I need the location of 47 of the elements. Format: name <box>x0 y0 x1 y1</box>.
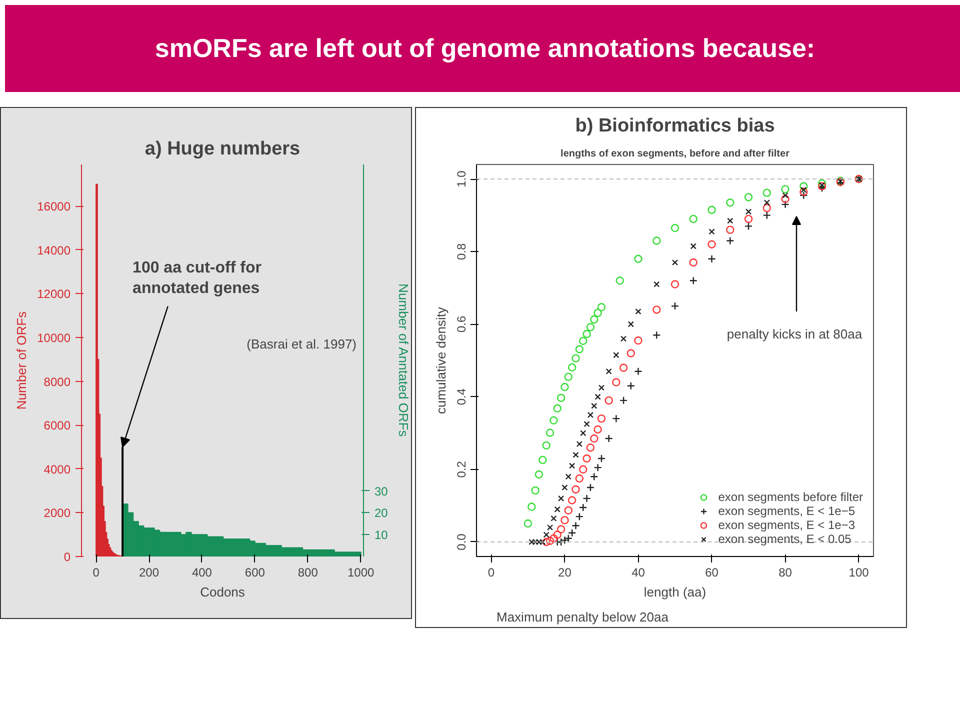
y-tick-label: 1.0 <box>454 170 468 188</box>
y2-tick-label: 30 <box>374 484 388 498</box>
y-axis-title: cumulative density <box>434 306 448 414</box>
y-axis-title: Number of ORFs <box>14 310 30 410</box>
chart-title: a) Huge numbers <box>144 138 300 160</box>
y2-axis-title: Number of Anntated ORFs <box>396 284 411 438</box>
text: smORFs are left out of genome annotations because: <box>154 32 816 65</box>
y-tick-label: 6000 <box>44 418 71 433</box>
y-tick-label: 0.0 <box>454 533 468 550</box>
y2-tick-label: 10 <box>374 528 388 542</box>
legend-label: exon segments, E < 1e−5 <box>718 504 856 518</box>
y-tick-label: 12000 <box>37 287 71 302</box>
annotation: 100 aa cut-off for annotated genes <box>132 260 262 298</box>
x-tick-label: 40 <box>632 566 646 580</box>
y-tick-label: 14000 <box>37 243 71 258</box>
y-tick-label: 2000 <box>44 506 71 520</box>
x-tick-label: 1000 <box>348 566 375 580</box>
x-tick-label: 600 <box>244 566 266 580</box>
legend-label: exon segments, E < 0.05 <box>718 532 852 546</box>
x-tick-label: 60 <box>705 566 719 580</box>
annotation: penalty kicks in at 80aa <box>726 326 863 342</box>
x-axis-title: length (aa) <box>644 584 706 600</box>
y-tick-label: 10000 <box>37 331 71 346</box>
x-tick-label: 80 <box>778 566 792 580</box>
annotation: (Basrai et al. 1997) <box>246 336 357 352</box>
x-tick-label: 400 <box>192 566 212 580</box>
x-tick-label: 0 <box>488 566 495 580</box>
y-tick-label: 16000 <box>37 200 71 214</box>
legend-label: exon segments before filter <box>718 490 863 504</box>
y-tick-label: 0 <box>64 550 71 564</box>
y-tick-label: 0.8 <box>454 242 468 260</box>
y-tick-label: 0.6 <box>454 316 468 333</box>
x-tick-label: 0 <box>92 566 100 580</box>
x-tick-label: 800 <box>298 566 318 580</box>
y-tick-label: 8000 <box>44 374 71 389</box>
y2-tick-label: 20 <box>374 506 388 520</box>
x-tick-label: 100 <box>848 566 870 580</box>
text: Maximum penalty below 20aa <box>496 610 670 624</box>
x-tick-label: 20 <box>558 566 572 580</box>
y-tick-label: 0.2 <box>454 460 468 478</box>
chart-title: b) Bioinformatics bias <box>575 116 775 136</box>
y-tick-label: 0.4 <box>454 388 468 406</box>
chart-subtitle: lengths of exon segments, before and after filter <box>560 148 790 160</box>
x-tick-label: 200 <box>139 566 160 580</box>
x-axis-title: Codons <box>200 584 246 600</box>
y-tick-label: 4000 <box>44 462 71 476</box>
legend-label: exon segments, E < 1e−3 <box>718 518 856 532</box>
